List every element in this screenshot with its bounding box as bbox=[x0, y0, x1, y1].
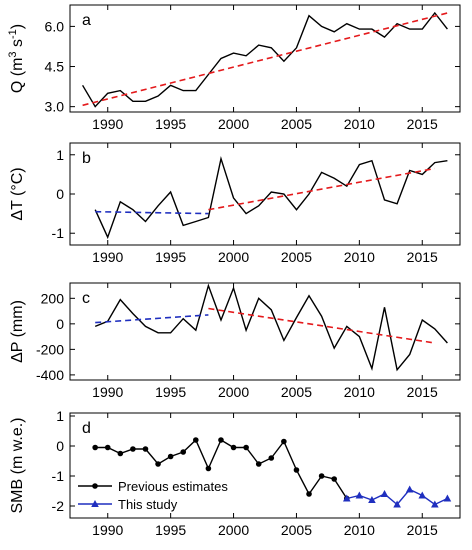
y-tick-label: -400 bbox=[36, 367, 64, 383]
data-point bbox=[193, 437, 199, 443]
data-point bbox=[255, 461, 262, 467]
panel-label: d bbox=[82, 420, 91, 437]
x-tick-label: 1995 bbox=[155, 522, 186, 538]
x-tick-label: 2005 bbox=[281, 522, 312, 538]
data-point bbox=[318, 473, 325, 479]
y-axis-label: Q (m3 s-1) bbox=[7, 24, 26, 93]
x-tick-label: 2005 bbox=[281, 116, 312, 132]
data-point bbox=[418, 491, 427, 499]
x-tick-label: 2010 bbox=[344, 116, 375, 132]
x-tick-label: 2010 bbox=[344, 522, 375, 538]
y-tick-label: 1 bbox=[56, 147, 64, 163]
panel-a: 1990 1995 2000 2005 2010 2015 3.0 4.5 6.0 a Q (m3 … bbox=[7, 4, 461, 132]
y-tick-label: 3.0 bbox=[45, 99, 65, 115]
data-point bbox=[293, 467, 300, 473]
panel-label: b bbox=[82, 150, 91, 167]
data-point bbox=[281, 438, 287, 445]
y-tick-label: -1 bbox=[52, 225, 65, 241]
panel-label: c bbox=[82, 290, 90, 307]
plot-frame bbox=[69, 4, 461, 113]
series-observed-line bbox=[94, 155, 448, 240]
series-trend-late-line bbox=[208, 167, 435, 211]
series-trend-early-line bbox=[95, 210, 209, 215]
data-point bbox=[342, 494, 351, 502]
y-tick-label: 0 bbox=[56, 316, 64, 332]
y-axis-label: ΔP (mm) bbox=[9, 300, 26, 363]
data-point bbox=[243, 444, 249, 451]
x-tick-label: 2000 bbox=[218, 522, 249, 538]
legend-marker bbox=[92, 483, 98, 489]
x-tick-label: 2015 bbox=[407, 249, 438, 265]
x-tick-label: 1990 bbox=[92, 384, 123, 400]
data-point bbox=[117, 450, 124, 457]
y-tick-label: 0 bbox=[56, 186, 64, 202]
data-point bbox=[368, 496, 376, 503]
y-tick-label: 4.5 bbox=[45, 59, 65, 75]
y-tick-label: 200 bbox=[41, 290, 65, 306]
data-point bbox=[155, 461, 161, 467]
data-point bbox=[443, 494, 452, 502]
y-tick-label: 6.0 bbox=[45, 18, 65, 34]
legend: Previous estimates This study bbox=[78, 479, 228, 512]
series-trend-line bbox=[82, 12, 448, 107]
data-point bbox=[104, 444, 111, 451]
panel-b: 1990 1995 2000 2005 2010 2015 -1 0 1 b ΔT (°C) bbox=[9, 142, 461, 265]
data-point bbox=[230, 444, 237, 451]
panel-c: 1990 1995 2000 2005 2010 2015 -400 -200 0 200 c ΔP … bbox=[9, 282, 461, 400]
x-tick-label: 2005 bbox=[281, 384, 312, 400]
data-point bbox=[405, 485, 414, 493]
legend-marker bbox=[91, 500, 99, 507]
y-tick-label: -2 bbox=[52, 498, 65, 514]
x-tick-label: 2010 bbox=[344, 249, 375, 265]
data-point bbox=[205, 465, 212, 472]
data-point bbox=[180, 449, 187, 455]
data-point bbox=[167, 453, 174, 460]
x-tick-label: 1990 bbox=[92, 522, 123, 538]
series-observed-line bbox=[94, 283, 448, 372]
x-tick-label: 2000 bbox=[218, 384, 249, 400]
data-point bbox=[268, 455, 275, 461]
plot-frame bbox=[69, 412, 461, 519]
x-tick-label: 2015 bbox=[407, 522, 438, 538]
x-tick-label: 2010 bbox=[344, 384, 375, 400]
x-tick-label: 2000 bbox=[218, 116, 249, 132]
y-axis-label: SMB (m w.e.) bbox=[9, 417, 26, 513]
data-point bbox=[331, 476, 337, 482]
plot-frame bbox=[69, 282, 461, 381]
x-tick-label: 1995 bbox=[155, 249, 186, 265]
data-point bbox=[393, 500, 401, 508]
legend-label: Previous estimates bbox=[118, 479, 228, 494]
data-point bbox=[130, 446, 136, 452]
series-observed-line bbox=[81, 11, 448, 108]
series-trend-late-line bbox=[208, 307, 435, 344]
x-tick-label: 1995 bbox=[155, 384, 186, 400]
y-tick-label: -200 bbox=[36, 341, 64, 357]
data-point bbox=[380, 490, 389, 497]
data-point bbox=[218, 437, 224, 443]
series-trend-early-line bbox=[95, 314, 209, 324]
x-tick-label: 2000 bbox=[218, 249, 249, 265]
legend-label: This study bbox=[118, 497, 178, 512]
x-tick-label: 1995 bbox=[155, 116, 186, 132]
data-point bbox=[92, 444, 98, 451]
y-axis-label: ΔT (°C) bbox=[9, 167, 26, 220]
panel-d: 1990 1995 2000 2005 2010 2015 -2 -1 0 1 d SMB (m w.… bbox=[9, 408, 461, 538]
y-tick-label: 1 bbox=[56, 408, 64, 424]
x-tick-label: 2015 bbox=[407, 116, 438, 132]
data-point bbox=[306, 491, 312, 497]
data-point bbox=[142, 446, 149, 452]
x-tick-label: 2015 bbox=[407, 384, 438, 400]
x-tick-label: 2005 bbox=[281, 249, 312, 265]
x-tick-label: 1990 bbox=[92, 116, 123, 132]
data-point bbox=[431, 500, 439, 508]
y-tick-label: 0 bbox=[56, 438, 64, 454]
y-tick-label: -1 bbox=[52, 468, 65, 484]
panel-label: a bbox=[82, 12, 91, 29]
data-point bbox=[355, 491, 364, 499]
x-tick-label: 1990 bbox=[92, 249, 123, 265]
